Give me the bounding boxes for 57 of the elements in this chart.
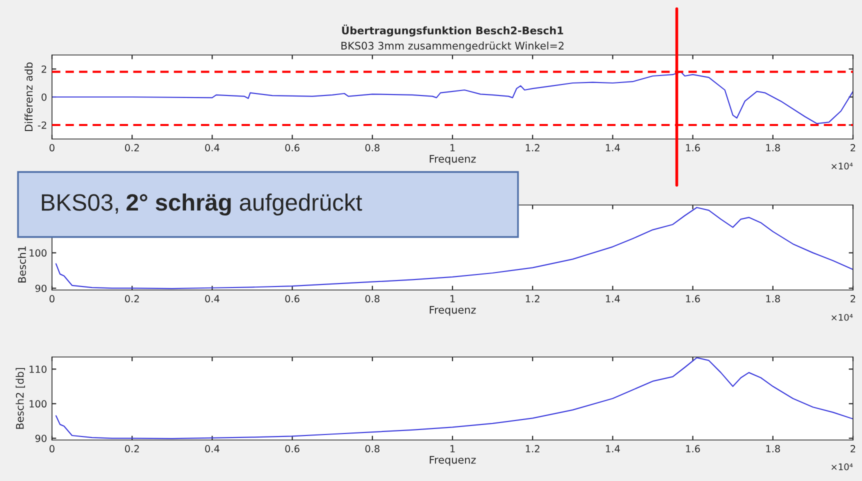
x-tick-label: 1.2	[526, 144, 540, 152]
annotation: aufgedrückt	[240, 193, 362, 216]
x-tick-label: 1.6	[686, 295, 700, 302]
annotation: 2° schräg	[126, 193, 231, 216]
y-tick-label: 90	[35, 284, 46, 292]
y-tick-label: 100	[30, 249, 46, 257]
y-tick-label: 0	[42, 93, 46, 101]
y-tick-label: 90	[35, 434, 46, 442]
x-tick-label: 0.6	[285, 144, 300, 152]
x-tick-label: 1.8	[766, 445, 780, 452]
x-tick-label: 1.8	[766, 295, 780, 302]
x-axis-title: Frequenz	[430, 154, 476, 165]
text: ×10⁴	[832, 162, 853, 170]
y-axis-title: Besch2 [db]	[16, 368, 26, 429]
x-tick-label: 0.2	[125, 295, 139, 302]
y-axis-title: Besch1	[18, 246, 26, 282]
y-tick-label: -2	[38, 121, 46, 129]
chart-subtitle: BKS03 3mm zusammengedrückt Winkel=2	[341, 42, 564, 52]
y-tick-label: 100	[30, 400, 46, 408]
x-tick-label: 1.4	[606, 445, 620, 452]
x-tick-label: 0.8	[365, 445, 380, 452]
x-axis-title: Frequenz	[430, 306, 476, 316]
x-tick-label: 1.6	[686, 144, 700, 152]
x-tick-label: 0.2	[125, 144, 139, 152]
y-tick-label: 2	[42, 65, 46, 73]
x-tick-label: 2	[850, 144, 856, 152]
x-axis-title: Frequenz	[430, 456, 476, 466]
x-tick-label: 0.8	[365, 144, 380, 152]
y-axis-title: Differenz adb	[24, 62, 33, 132]
x-tick-label: 0.6	[285, 445, 300, 452]
x-tick-label: 0.2	[125, 445, 139, 452]
x-tick-label: 0	[50, 295, 54, 302]
x-tick-label: 1.8	[766, 144, 780, 152]
x-tick-label: 0.6	[285, 295, 300, 302]
x-tick-label: 0.8	[365, 295, 380, 302]
chart-title: Übertragungsfunktion Besch2-Besch1	[342, 24, 564, 37]
x-tick-label: 1.4	[606, 295, 620, 302]
line-series	[52, 71, 853, 124]
x-tick-label: 1.4	[606, 144, 620, 152]
x-tick-label: 1	[450, 295, 455, 302]
x-tick-label: 1.2	[526, 445, 540, 452]
x-tick-label: 1	[450, 144, 455, 152]
x-tick-label: 0.4	[205, 144, 220, 152]
x-tick-label: 0.4	[205, 445, 220, 452]
text: ×10⁴	[832, 463, 853, 470]
x-tick-label: 0.4	[205, 295, 220, 302]
x-tick-label: 1	[450, 445, 455, 452]
x-tick-label: 1.2	[526, 295, 540, 302]
y-tick-label: 110	[30, 366, 46, 373]
x-tick-label: 0	[50, 144, 54, 152]
x-tick-label: 2	[850, 295, 856, 302]
annotation: BKS03,	[42, 194, 118, 214]
x-tick-label: 1.6	[686, 445, 700, 452]
line-series	[55, 357, 853, 440]
x-tick-label: 0	[50, 445, 54, 452]
text: ×10⁴	[832, 314, 853, 321]
x-tick-label: 2	[850, 445, 856, 452]
